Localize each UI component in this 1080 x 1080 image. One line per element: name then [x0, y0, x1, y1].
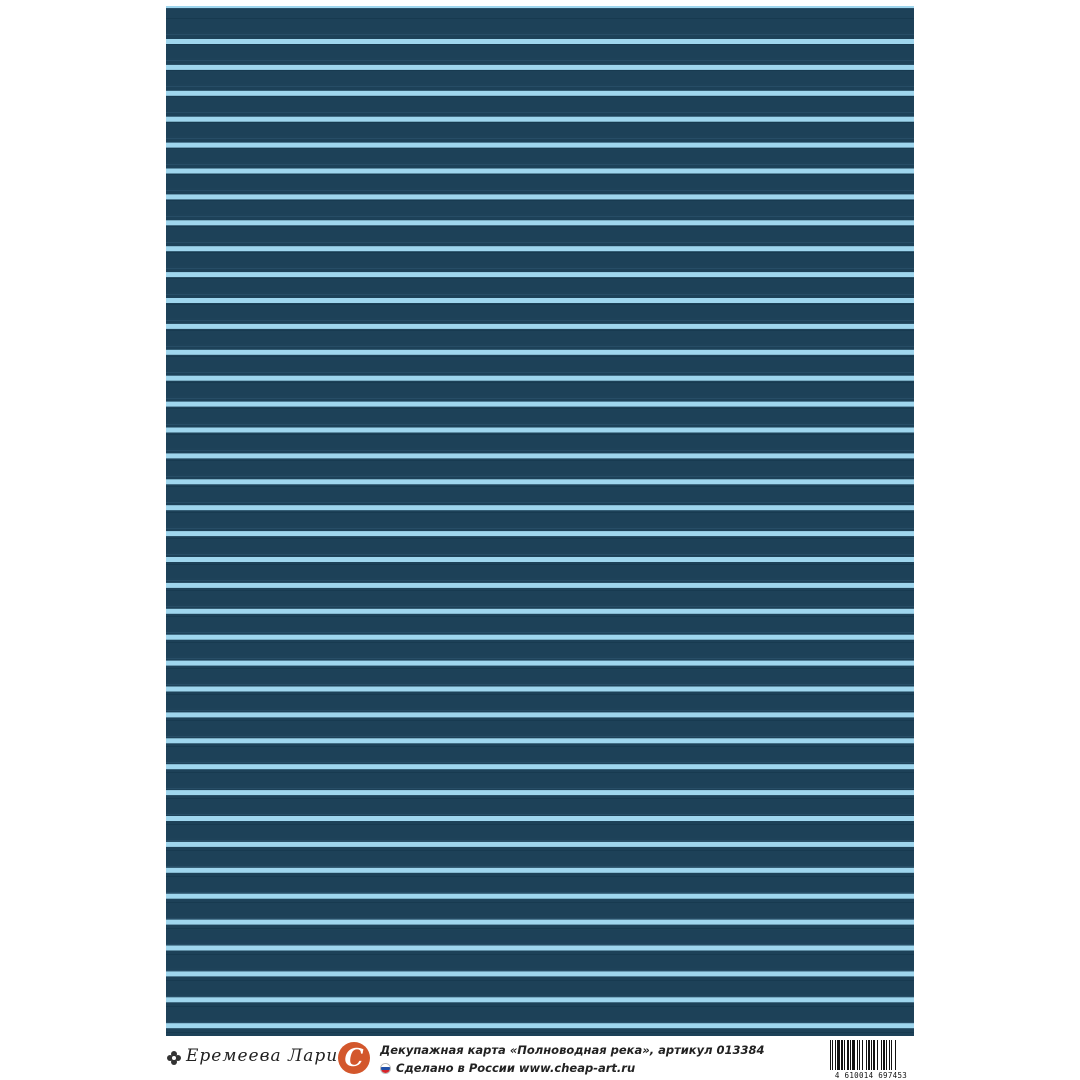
light-stripe	[166, 686, 914, 692]
product-line: Декупажная карта «Полноводная река», арт…	[380, 1043, 765, 1057]
light-stripe	[166, 479, 914, 485]
light-stripe	[166, 712, 914, 718]
light-stripe	[166, 375, 914, 381]
light-stripe	[166, 816, 914, 821]
light-stripe	[166, 90, 914, 96]
light-stripe	[166, 349, 914, 355]
footer: Еремеева Лариса C Декупажная карта «Полн…	[166, 1040, 914, 1080]
light-stripe	[166, 505, 914, 511]
light-stripe	[166, 893, 914, 899]
author-signature: Еремеева Лариса	[186, 1046, 360, 1066]
light-stripe	[166, 867, 914, 873]
made-in-text: Сделано в России www.cheap-art.ru	[396, 1061, 636, 1075]
light-stripe	[166, 427, 914, 433]
light-stripe	[166, 401, 914, 407]
light-stripe	[166, 194, 914, 200]
barcode-bars-icon	[830, 1040, 896, 1070]
light-stripe	[166, 997, 914, 1003]
barcode-number: 4 610014 697453	[828, 1071, 914, 1080]
light-stripe	[166, 738, 914, 744]
light-stripe	[166, 116, 914, 122]
light-stripe	[166, 531, 914, 537]
product-info: Декупажная карта «Полноводная река», арт…	[380, 1041, 765, 1077]
light-stripe	[166, 142, 914, 148]
light-stripe	[166, 557, 914, 562]
light-stripe	[166, 919, 914, 925]
flower-icon	[167, 1051, 181, 1065]
light-stripe	[166, 971, 914, 977]
decoupage-sheet	[166, 6, 914, 1036]
light-stripe	[166, 608, 914, 614]
light-stripe	[166, 168, 914, 174]
light-stripe	[166, 298, 914, 303]
light-stripe	[166, 1023, 914, 1029]
top-edge-stripe	[166, 6, 914, 8]
light-stripe	[166, 790, 914, 796]
made-in-row: Сделано в России www.cheap-art.ru	[380, 1059, 765, 1077]
light-stripe	[166, 634, 914, 640]
light-stripe	[166, 272, 914, 278]
stripe-pattern	[166, 6, 914, 1029]
light-stripe	[166, 764, 914, 770]
light-stripe	[166, 246, 914, 252]
light-stripe	[166, 841, 914, 847]
light-stripe	[166, 64, 914, 70]
russian-flag-icon	[380, 1063, 391, 1074]
light-stripe	[166, 453, 914, 459]
light-stripe	[166, 323, 914, 329]
brand-logo: C	[338, 1042, 370, 1074]
light-stripe	[166, 582, 914, 588]
light-stripe	[166, 945, 914, 951]
light-stripe	[166, 220, 914, 226]
light-stripe	[166, 39, 914, 44]
barcode: 4 610014 697453	[828, 1040, 914, 1080]
light-stripe	[166, 660, 914, 666]
